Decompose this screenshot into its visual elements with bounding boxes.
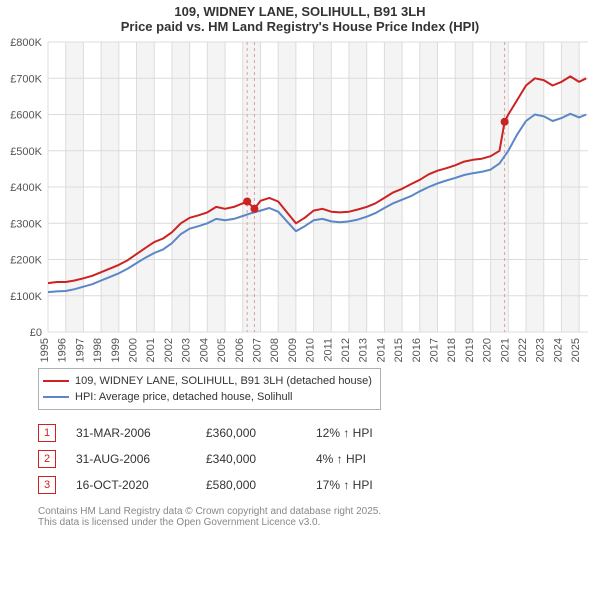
chart-title: 109, WIDNEY LANE, SOLIHULL, B91 3LH Pric…: [0, 0, 600, 34]
svg-text:£600K: £600K: [10, 110, 42, 122]
legend-swatch: [43, 380, 69, 382]
svg-text:1997: 1997: [74, 338, 86, 362]
svg-text:2020: 2020: [482, 338, 494, 362]
svg-text:2010: 2010: [305, 338, 317, 362]
svg-text:2021: 2021: [499, 338, 511, 362]
svg-text:£100K: £100K: [10, 291, 42, 303]
svg-text:1999: 1999: [110, 338, 122, 362]
svg-text:2019: 2019: [464, 338, 476, 362]
sales-table: 1 31-MAR-2006 £360,000 12% ↑ HPI 2 31-AU…: [38, 420, 600, 498]
svg-text:2016: 2016: [411, 338, 423, 362]
svg-text:1995: 1995: [39, 338, 51, 362]
svg-text:2015: 2015: [393, 338, 405, 362]
svg-text:£500K: £500K: [10, 146, 42, 158]
svg-text:2007: 2007: [251, 338, 263, 362]
svg-text:2006: 2006: [234, 338, 246, 362]
svg-text:2018: 2018: [446, 338, 458, 362]
sale-delta: 4% ↑ HPI: [316, 452, 426, 466]
footer-line1: Contains HM Land Registry data © Crown c…: [38, 506, 600, 517]
svg-text:£0: £0: [30, 327, 42, 339]
svg-text:2024: 2024: [552, 338, 564, 362]
svg-text:2008: 2008: [269, 338, 281, 362]
legend-item: HPI: Average price, detached house, Soli…: [43, 389, 372, 405]
sale-price: £360,000: [206, 426, 316, 440]
svg-text:2014: 2014: [375, 338, 387, 362]
svg-text:2004: 2004: [198, 338, 210, 362]
svg-text:1996: 1996: [57, 338, 69, 362]
svg-text:£300K: £300K: [10, 218, 42, 230]
svg-text:£700K: £700K: [10, 73, 42, 85]
footer-line2: This data is licensed under the Open Gov…: [38, 517, 600, 528]
sale-marker-box: 2: [38, 450, 56, 468]
sale-date: 31-AUG-2006: [76, 452, 206, 466]
svg-text:£800K: £800K: [10, 37, 42, 49]
svg-text:2023: 2023: [535, 338, 547, 362]
svg-text:£400K: £400K: [10, 182, 42, 194]
sale-delta: 17% ↑ HPI: [316, 478, 426, 492]
svg-text:£200K: £200K: [10, 255, 42, 267]
sale-date: 31-MAR-2006: [76, 426, 206, 440]
legend-label: HPI: Average price, detached house, Soli…: [75, 391, 293, 403]
legend: 109, WIDNEY LANE, SOLIHULL, B91 3LH (det…: [38, 368, 381, 410]
legend-label: 109, WIDNEY LANE, SOLIHULL, B91 3LH (det…: [75, 375, 372, 387]
sale-delta: 12% ↑ HPI: [316, 426, 426, 440]
svg-text:2017: 2017: [429, 338, 441, 362]
footer-attribution: Contains HM Land Registry data © Crown c…: [38, 506, 600, 528]
title-line2: Price paid vs. HM Land Registry's House …: [0, 19, 600, 34]
svg-text:2000: 2000: [128, 338, 140, 362]
svg-text:2009: 2009: [287, 338, 299, 362]
svg-text:1998: 1998: [92, 338, 104, 362]
svg-text:2022: 2022: [517, 338, 529, 362]
sale-price: £580,000: [206, 478, 316, 492]
svg-text:2011: 2011: [322, 338, 334, 362]
svg-text:2012: 2012: [340, 338, 352, 362]
legend-swatch: [43, 396, 69, 398]
table-row: 1 31-MAR-2006 £360,000 12% ↑ HPI: [38, 420, 600, 446]
svg-text:2003: 2003: [181, 338, 193, 362]
sale-marker-box: 3: [38, 476, 56, 494]
svg-text:2001: 2001: [145, 338, 157, 362]
sale-date: 16-OCT-2020: [76, 478, 206, 492]
legend-item: 109, WIDNEY LANE, SOLIHULL, B91 3LH (det…: [43, 373, 372, 389]
svg-text:2005: 2005: [216, 338, 228, 362]
table-row: 2 31-AUG-2006 £340,000 4% ↑ HPI: [38, 446, 600, 472]
svg-text:2013: 2013: [358, 338, 370, 362]
sale-marker-box: 1: [38, 424, 56, 442]
title-line1: 109, WIDNEY LANE, SOLIHULL, B91 3LH: [0, 4, 600, 19]
table-row: 3 16-OCT-2020 £580,000 17% ↑ HPI: [38, 472, 600, 498]
sale-price: £340,000: [206, 452, 316, 466]
svg-text:2002: 2002: [163, 338, 175, 362]
price-chart: £0 £100K £200K £300K £400K £500K £600K £700K £80…: [0, 34, 600, 364]
svg-text:2025: 2025: [570, 338, 582, 362]
